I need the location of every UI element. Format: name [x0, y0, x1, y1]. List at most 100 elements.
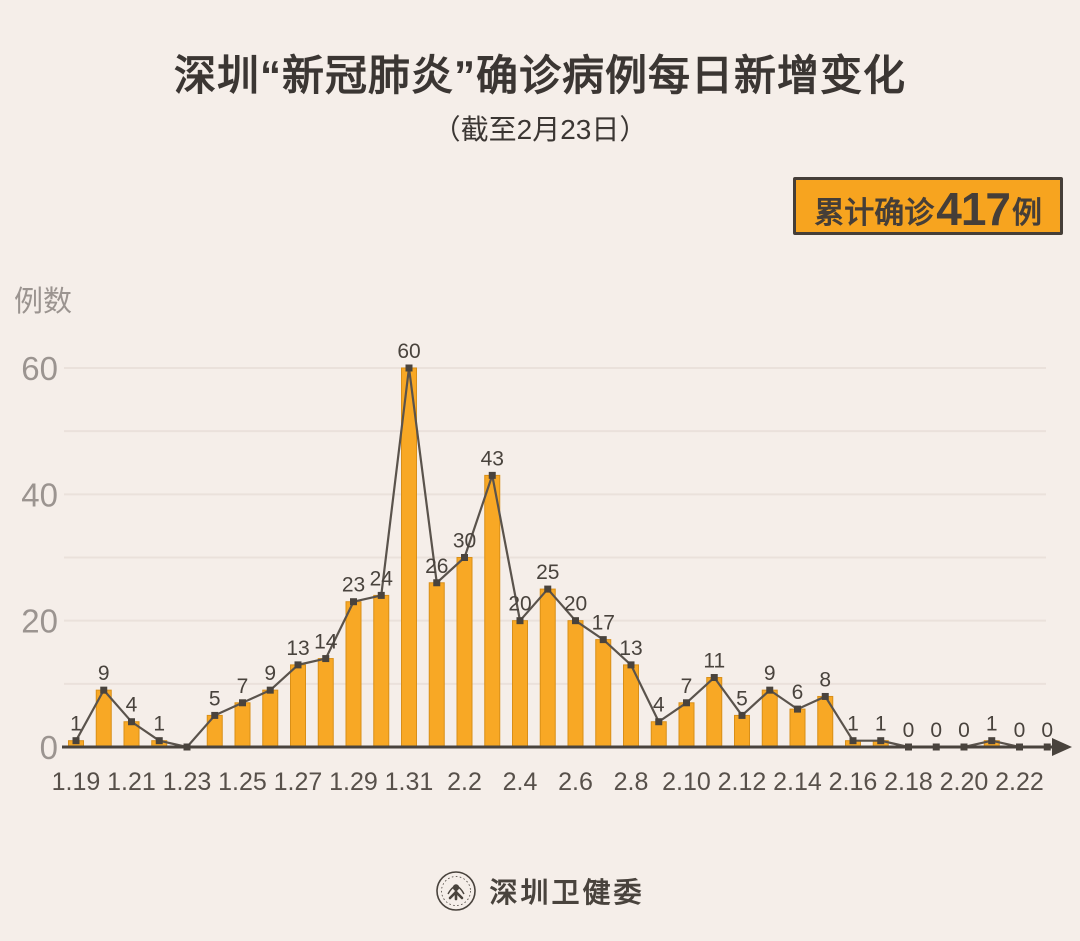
value-label: 23 [342, 574, 365, 597]
page-subtitle: （截至2月23日） [432, 114, 648, 145]
bar-2.1 [428, 582, 445, 748]
data-point-marker [239, 699, 246, 707]
value-label: 20 [508, 593, 531, 616]
value-label: 26 [425, 555, 448, 578]
value-label: 9 [98, 662, 110, 685]
badge-total-number: 417 [936, 183, 1011, 235]
x-tick-label: 2.20 [940, 768, 989, 796]
x-tick-label: 1.29 [329, 768, 378, 796]
bar-2.9 [650, 721, 667, 748]
x-tick-label: 1.31 [385, 768, 434, 796]
value-label: 0 [958, 719, 970, 742]
bar-2.2 [456, 557, 473, 748]
data-point-marker [627, 661, 635, 669]
data-point-marker [211, 711, 219, 719]
value-label: 60 [397, 340, 420, 363]
bar-2.13 [761, 689, 778, 748]
badge-suffix-label: 例 [1012, 197, 1042, 230]
value-label: 30 [453, 530, 476, 553]
value-label: 11 [703, 650, 725, 673]
data-point-marker [266, 686, 274, 694]
data-point-marker [350, 598, 357, 606]
value-label: 0 [1014, 719, 1026, 742]
value-label: 0 [930, 719, 942, 742]
data-point-marker [128, 718, 135, 726]
value-label: 8 [819, 668, 831, 691]
data-point-marker [72, 737, 80, 745]
value-label: 0 [1041, 719, 1053, 742]
value-label: 17 [592, 612, 615, 635]
bar-2.6 [567, 620, 584, 748]
data-point-marker [849, 737, 857, 745]
data-point-marker [461, 554, 468, 561]
y-tick-label: 0 [40, 729, 58, 766]
bar-2.10 [678, 702, 695, 748]
value-label: 25 [536, 561, 559, 584]
value-label: 1 [153, 713, 165, 736]
bar-1.26 [262, 689, 279, 748]
value-label: 14 [314, 631, 338, 654]
x-tick-label: 2.12 [718, 768, 767, 796]
data-point-marker [322, 655, 330, 663]
trend-line [75, 366, 1048, 749]
bar-1.30 [373, 594, 390, 748]
data-point-marker [655, 718, 663, 726]
data-point-marker [294, 661, 302, 669]
data-point-marker [544, 585, 552, 593]
value-label: 24 [370, 567, 394, 590]
x-tick-label: 1.27 [274, 768, 323, 796]
data-point-marker [405, 364, 413, 372]
data-point-marker [766, 686, 774, 694]
data-point-marker [794, 705, 801, 713]
bar-2.3 [484, 474, 501, 748]
x-tick-label: 2.6 [558, 768, 593, 796]
value-label: 7 [681, 675, 693, 698]
x-tick-label: 1.19 [52, 768, 101, 796]
bar-2.7 [595, 639, 612, 748]
badge-prefix-label: 累计确诊 [814, 197, 935, 230]
bar-2.14 [789, 708, 806, 748]
x-axis-arrow [1052, 738, 1072, 756]
bar-1.31 [401, 367, 417, 748]
value-label: 13 [619, 637, 642, 660]
org-name: 深圳卫健委 [489, 877, 645, 908]
value-label: 9 [264, 662, 276, 685]
value-label: 1 [986, 713, 998, 736]
value-label: 1 [847, 713, 859, 736]
value-label: 0 [903, 719, 915, 742]
value-label: 4 [126, 694, 138, 717]
y-tick-label: 40 [21, 476, 58, 513]
x-tick-label: 1.23 [163, 768, 212, 796]
y-tick-label: 20 [21, 603, 58, 640]
org-logo-icon [436, 871, 477, 911]
x-tick-label: 1.21 [107, 768, 156, 796]
bar-2.11 [706, 677, 723, 748]
value-label: 5 [209, 687, 221, 710]
x-tick-label: 2.10 [662, 768, 711, 796]
data-point-marker [516, 617, 524, 625]
value-label: 1 [875, 713, 887, 736]
x-tick-label: 2.22 [995, 768, 1044, 796]
bar-2.5 [539, 588, 556, 748]
value-label: 43 [481, 447, 504, 470]
value-label: 9 [764, 662, 776, 685]
data-point-marker [599, 636, 607, 644]
page-title: 深圳“新冠肺炎”确诊病例每日新增变化 [173, 52, 906, 99]
data-point-marker [155, 737, 163, 745]
data-point-marker [683, 699, 690, 707]
value-label: 4 [653, 694, 665, 717]
footer: 深圳卫健委 [0, 870, 1080, 912]
x-tick-label: 2.14 [773, 768, 822, 796]
bar-1.25 [234, 702, 251, 748]
data-point-marker [377, 591, 385, 599]
value-label: 1 [70, 713, 82, 736]
x-tick-label: 2.18 [884, 768, 933, 796]
value-label: 7 [237, 675, 249, 698]
data-point-marker [821, 692, 829, 700]
data-point-marker [572, 617, 579, 625]
data-point-marker [488, 471, 496, 479]
y-tick-label: 60 [21, 350, 58, 387]
data-point-marker [710, 674, 718, 682]
data-point-marker [433, 579, 441, 587]
